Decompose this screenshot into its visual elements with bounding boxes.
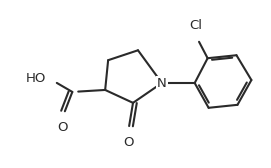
Text: N: N — [157, 76, 167, 90]
Text: O: O — [57, 121, 68, 134]
Text: Cl: Cl — [189, 19, 202, 32]
Text: HO: HO — [26, 72, 46, 85]
Text: O: O — [123, 136, 133, 149]
